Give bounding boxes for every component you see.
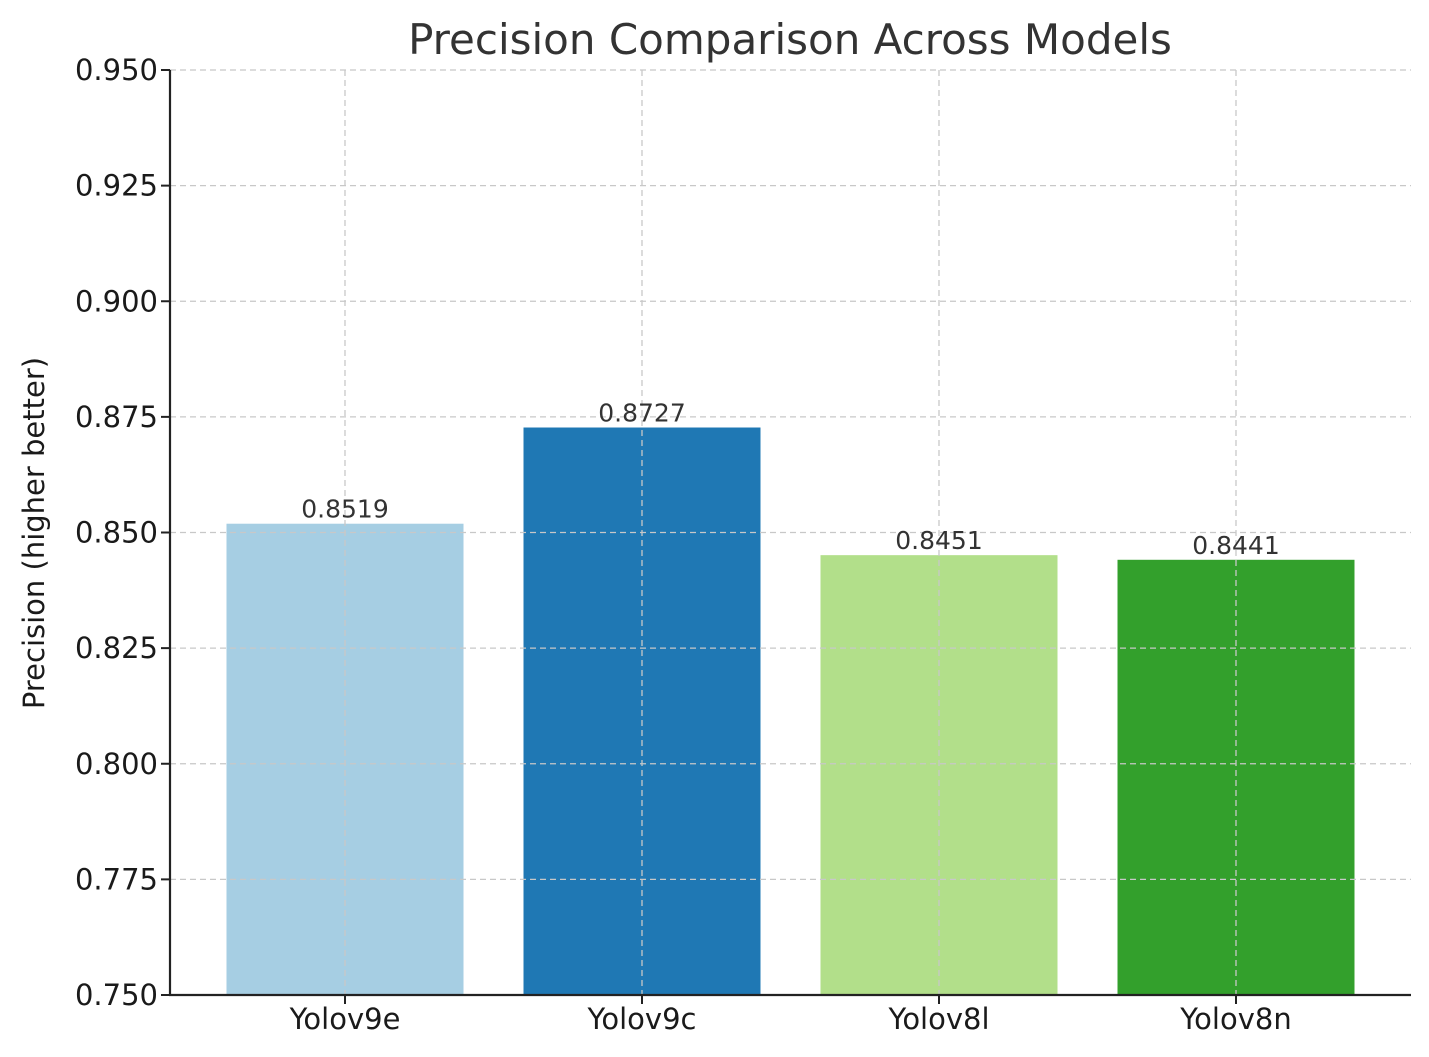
bar-value-label: 0.8451 bbox=[895, 526, 982, 555]
value-labels: 0.8519 0.8727 0.8451 0.8441 bbox=[301, 399, 1279, 560]
bar-value-label: 0.8727 bbox=[598, 399, 685, 428]
x-tick-label: Yolov9c bbox=[587, 1002, 697, 1036]
y-tick-label: 0.850 bbox=[75, 516, 158, 550]
y-tick-label: 0.775 bbox=[75, 862, 158, 896]
y-tick-label: 0.950 bbox=[75, 53, 158, 87]
y-tick-label: 0.875 bbox=[75, 400, 158, 434]
y-ticks: 0.750 0.775 0.800 0.825 0.850 0.875 0.900 0.925… bbox=[75, 53, 170, 1012]
bar-value-label: 0.8519 bbox=[301, 495, 388, 524]
bars bbox=[226, 427, 1355, 995]
y-tick-label: 0.800 bbox=[75, 747, 158, 781]
x-ticks: Yolov9e Yolov9c Yolov8l Yolov8n bbox=[289, 995, 1292, 1036]
y-tick-label: 0.825 bbox=[75, 631, 158, 665]
y-tick-label: 0.750 bbox=[75, 978, 158, 1012]
x-tick-label: Yolov8l bbox=[887, 1002, 989, 1036]
y-tick-label: 0.925 bbox=[75, 169, 158, 203]
x-tick-label: Yolov9e bbox=[289, 1002, 401, 1036]
bar-value-label: 0.8441 bbox=[1192, 531, 1279, 560]
x-tick-label: Yolov8n bbox=[1179, 1002, 1291, 1036]
y-tick-label: 0.900 bbox=[75, 284, 158, 318]
y-axis-label: Precision (higher better) bbox=[17, 357, 51, 709]
chart-title: Precision Comparison Across Models bbox=[408, 15, 1172, 64]
